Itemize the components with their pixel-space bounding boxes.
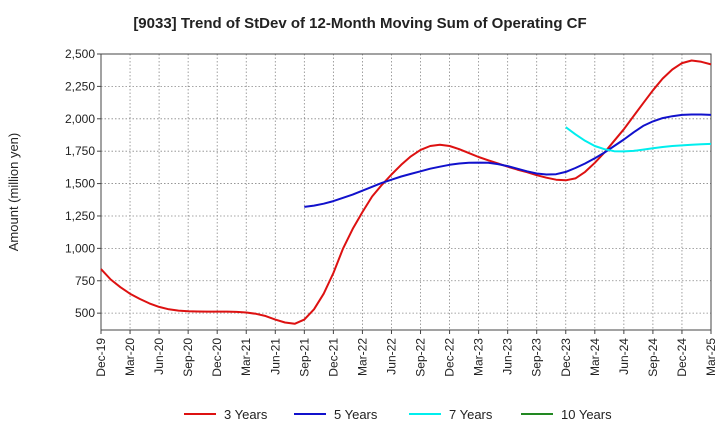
x-tick-label: Dec-23 (559, 338, 573, 377)
x-tick-label: Dec-22 (443, 338, 457, 377)
series-line-3-years (100, 59, 712, 325)
x-tick-label: Mar-21 (239, 338, 253, 376)
y-axis-label: Amount (million yen) (6, 133, 21, 252)
x-tick-label: Dec-24 (675, 338, 689, 377)
y-tick-label: 2,000 (65, 112, 95, 126)
x-tick-label: Sep-23 (530, 338, 544, 377)
x-axis: Dec-19 Mar-20 Jun-20 Sep-20 Dec-20 Mar-21 Jun-… (94, 330, 718, 377)
x-tick-label: Dec-19 (94, 338, 108, 377)
x-tick-label: Mar-23 (472, 338, 486, 376)
x-tick-label: Dec-21 (326, 338, 340, 377)
series-line-7-years (565, 126, 712, 153)
x-tick-label: Mar-24 (588, 338, 602, 376)
x-tick-label: Dec-20 (210, 338, 224, 377)
x-tick-label: Jun-24 (617, 338, 631, 375)
y-tick-label: 1,750 (65, 144, 95, 158)
x-tick-label: Sep-20 (181, 338, 195, 377)
x-tick-label: Sep-21 (297, 338, 311, 377)
y-tick-label: 500 (75, 306, 95, 320)
x-tick-label: Jun-22 (384, 338, 398, 375)
x-tick-label: Jun-23 (501, 338, 515, 375)
legend-label: 7 Years (449, 407, 493, 422)
x-tick-label: Mar-22 (355, 338, 369, 376)
legend-label: 5 Years (334, 407, 378, 422)
y-tick-label: 2,250 (65, 79, 95, 93)
x-tick-label: Jun-21 (268, 338, 282, 375)
chart-title: [9033] Trend of StDev of 12-Month Moving… (133, 15, 586, 32)
legend-label: 3 Years (224, 407, 268, 422)
y-tick-label: 1,000 (65, 241, 95, 255)
legend-label: 10 Years (561, 407, 612, 422)
plot-frame (100, 53, 712, 331)
y-tick-label: 1,250 (65, 209, 95, 223)
x-tick-label: Mar-25 (704, 338, 718, 376)
series-lines (100, 59, 712, 325)
y-tick-label: 2,500 (65, 47, 95, 61)
grid (100, 53, 712, 330)
y-tick-label: 750 (75, 274, 95, 288)
x-tick-label: Jun-20 (152, 338, 166, 375)
x-tick-label: Mar-20 (123, 338, 137, 376)
x-tick-label: Sep-22 (414, 338, 428, 377)
y-axis: 500 750 1,000 1,250 1,500 1,750 2,000 2,250 2,50… (65, 47, 101, 320)
x-tick-label: Sep-24 (646, 338, 660, 377)
series-line-5-years (304, 113, 712, 208)
y-tick-label: 1,500 (65, 177, 95, 191)
legend: 3 Years 5 Years 7 Years 10 Years (184, 407, 612, 422)
